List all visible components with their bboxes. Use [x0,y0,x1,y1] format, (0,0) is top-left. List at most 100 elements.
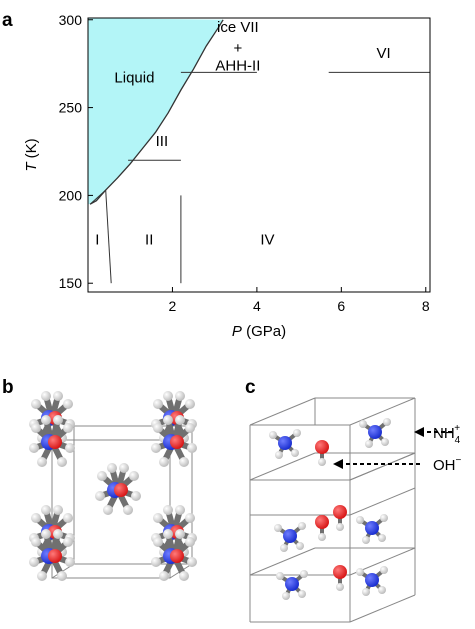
panel-label-b: b [2,377,14,398]
hydroxide-annotation: OH− [333,455,462,474]
y-tick-label: 200 [59,187,83,203]
hydrogen-atom [380,514,388,522]
hydrogen-atom [378,586,386,594]
hydrogen-atom [65,443,75,453]
x-axis-title: P (GPa) [232,323,286,340]
nitrogen-atom [283,529,297,543]
hydrogen-atom [187,557,197,567]
hydrogen-atom [97,471,107,481]
hydrogen-atom [129,471,139,481]
cell-edge [73,425,193,565]
structure-c-panel: c NH4+ OH− [245,377,462,623]
hydrogen-atom [175,529,185,539]
hydrogen-atom [123,505,133,515]
hydrogen-atom [274,524,282,532]
nitrogen-atom [278,436,292,450]
hydrogen-atom [163,415,173,425]
structure-b-panel: b [2,377,197,581]
hydrogen-atom [151,443,161,453]
molecules-c [269,418,391,600]
cell-edge [349,487,416,516]
hydrogen-atom [356,568,364,576]
cell-edge [349,397,416,426]
hydrogen-atom [293,429,301,437]
panel-label-c: c [245,377,256,398]
hydrogen-atom [37,571,47,581]
hydrogen-atom [298,590,306,598]
region-label: IV [260,231,274,248]
hydrogen-atom [276,572,284,580]
oxygen-atom [333,505,347,519]
hydrogen-atom [53,391,63,401]
region-label: AHH-II [215,57,260,74]
hydrogen-atom [187,443,197,453]
nitrogen-atom [365,573,379,587]
hydrogen-atom [159,571,169,581]
hydrogen-atom [31,513,41,523]
hydrogen-atom [29,443,39,453]
axis-ticks: 2 4 6 8 150 200 250 300 [59,12,430,314]
hydrogen-atom [57,457,67,467]
hydrogen-atom [298,522,306,530]
hydrogen-atom [153,399,163,409]
hydrogen-atom [63,537,73,547]
hydrogen-atom [153,423,163,433]
oxygen-atom [333,565,347,579]
plot-frame [87,17,431,293]
hydrogen-atom [63,399,73,409]
y-axis-variable: T [23,161,40,172]
hydrogen-atom [57,571,67,581]
hydrogen-atom [383,418,391,426]
hydrogen-atom [41,415,51,425]
region-label: + [234,40,243,57]
y-tick-label: 300 [59,12,83,28]
hydrogen-atom [269,431,277,439]
hydrogen-atom [163,529,173,539]
hydrogen-atom [185,399,195,409]
hydrogen-atom [31,537,41,547]
oxygen-atom [315,440,329,454]
cell-edge [349,452,416,481]
hydrogen-atom [300,570,308,578]
hydrogen-atom [65,557,75,567]
region-label: I [95,231,99,248]
x-tick-label: 4 [253,298,261,314]
hydrogen-atom [41,391,51,401]
hydrogen-atom [291,449,299,457]
hydrogen-atom [119,463,129,473]
nitrogen-atom [365,521,379,535]
hydrogen-atom [380,566,388,574]
molecules-b [29,391,197,581]
hydrogen-atom [159,457,169,467]
hydrogen-atom [29,557,39,567]
hydrogen-atom [362,536,370,544]
hydrogen-atom [103,505,113,515]
hydroxide-label: OH− [433,455,462,474]
hydrogen-atom [185,513,195,523]
hydrogen-atom [41,505,51,515]
region-label: III [156,133,169,150]
hydrogen-atom [356,516,364,524]
hydrogen-atom [63,423,73,433]
hydrogen-atom [381,438,389,446]
liquid-region-fill [88,18,224,205]
hydrogen-atom [153,513,163,523]
x-axis-unit: (GPa) [242,323,286,340]
cell-edge [349,594,416,623]
hydrogen-atom [151,557,161,567]
boundary-ice-Liquid [89,189,107,205]
hydrogen-atom [163,391,173,401]
x-tick-label: 6 [337,298,345,314]
boundary-I-II [105,190,112,284]
hydrogen-atom [53,529,63,539]
region-label: VI [376,45,390,62]
region-label: II [145,231,153,248]
ammonium-arrow-head [414,427,424,437]
oxygen-atom [48,435,62,449]
cell-edge [249,547,316,576]
hydrogen-atom [179,457,189,467]
x-tick-label: 2 [169,298,177,314]
